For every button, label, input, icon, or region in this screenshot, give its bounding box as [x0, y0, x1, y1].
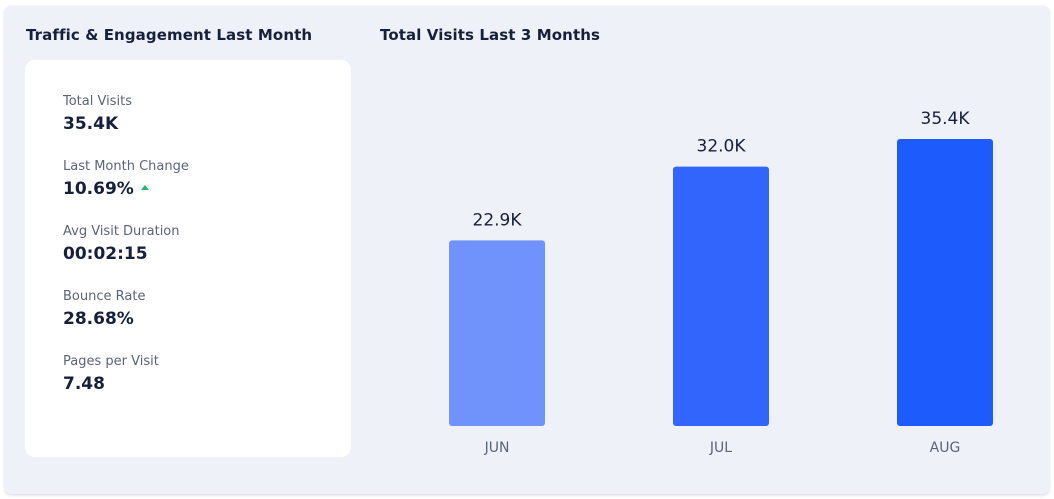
trend-up-icon	[140, 184, 149, 190]
metric-value: 28.68%	[63, 309, 134, 329]
bar-value-label-jul: 32.0K	[697, 137, 747, 157]
metric-total-visits: Total Visits 35.4K	[63, 94, 132, 135]
metric-value-row: 10.69%	[63, 178, 189, 200]
x-tick-label-jun: JUN	[484, 440, 510, 456]
bar-jun	[449, 240, 545, 426]
metric-last-month-change: Last Month Change 10.69%	[63, 159, 189, 200]
traffic-engagement-title: Traffic & Engagement Last Month	[26, 26, 313, 44]
metric-label: Bounce Rate	[63, 289, 146, 304]
bar-aug	[897, 139, 993, 426]
metric-value: 35.4K	[63, 114, 119, 134]
metric-bounce-rate: Bounce Rate 28.68%	[63, 289, 145, 330]
metric-label: Avg Visit Duration	[63, 224, 180, 239]
metric-label: Total Visits	[63, 94, 132, 109]
metric-label: Last Month Change	[63, 159, 189, 174]
metric-value: 7.48	[63, 374, 105, 394]
x-tick-label-jul: JUL	[709, 440, 732, 456]
metric-pages-per-visit: Pages per Visit 7.48	[63, 354, 159, 395]
bar-value-label-aug: 35.4K	[921, 109, 971, 129]
bar-value-label-jun: 22.9K	[473, 210, 523, 230]
chart-title: Total Visits Last 3 Months	[380, 26, 601, 44]
stats-card: Total Visits 35.4K Last Month Change 10.…	[25, 60, 351, 457]
metric-value: 00:02:15	[63, 244, 148, 264]
metric-label: Pages per Visit	[63, 354, 159, 369]
x-tick-label-aug: AUG	[930, 440, 961, 456]
metric-value: 10.69%	[63, 179, 134, 199]
dashboard-panel: Traffic & Engagement Last Month Total Vi…	[5, 6, 1049, 494]
metric-avg-visit-duration: Avg Visit Duration 00:02:15	[63, 224, 180, 265]
visits-bar-chart: 22.9K JUN 32.0K JUL 35.4K AUG	[449, 109, 993, 456]
bar-jul	[673, 166, 769, 426]
